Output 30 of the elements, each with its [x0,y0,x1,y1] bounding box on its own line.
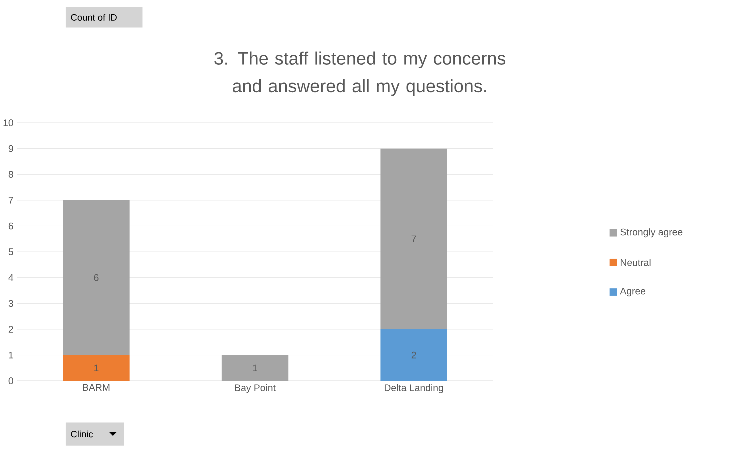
legend-label: Neutral [620,259,651,266]
x-tick-label: BARM [83,384,110,391]
y-tick-label: 6 [8,222,14,230]
data-label: 7 [412,236,416,242]
data-label: 1 [253,364,258,372]
y-tick-label: 5 [8,248,14,256]
bar [63,355,130,381]
legend-label: Strongly agree [620,228,683,238]
y-tick-label: 7 [8,196,14,204]
x-tick-label: Delta Landing [384,384,444,394]
y-tick-label: 2 [8,326,14,333]
y-tick-label: 10 [4,119,14,126]
bar [380,148,448,330]
y-tick-label: 0 [8,378,14,384]
chart-title: 3. The staff listened to my concerns and answered all my questions. [214,52,506,96]
y-tick-label: 3 [8,300,14,307]
text: Count of ID [71,14,117,21]
bar [380,329,448,381]
y-tick-label: 4 [8,274,14,282]
data-label: 2 [412,352,416,359]
x-tick-label: Bay Point [235,384,276,394]
text: Clinic [71,430,94,438]
y-tick-label: 8 [8,171,14,178]
y-tick-label: 9 [8,145,14,152]
bar [63,200,130,356]
data-label: 6 [94,274,99,282]
legend-label: Agree [620,288,646,296]
y-tick-label: 1 [9,352,14,358]
data-label: 1 [94,364,99,372]
bar [222,355,289,381]
